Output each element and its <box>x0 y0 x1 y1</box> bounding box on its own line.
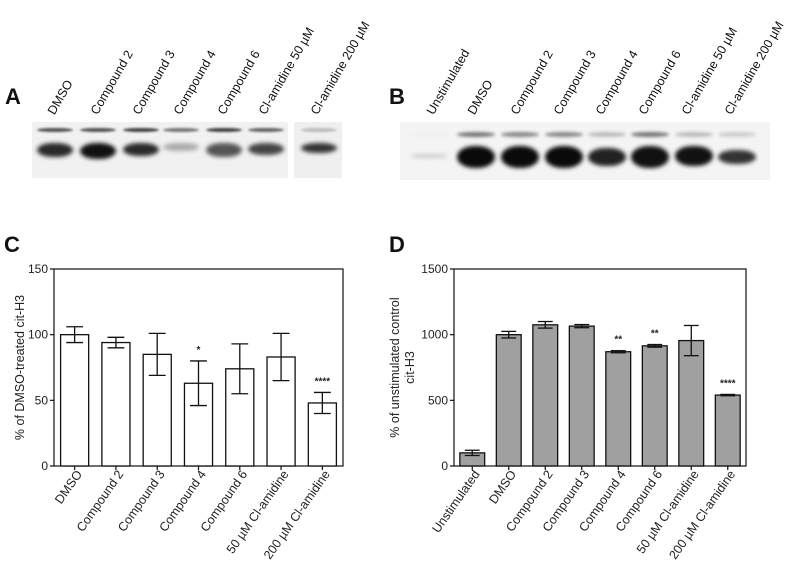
y-tick-label: 150 <box>28 262 48 276</box>
blot-band <box>631 146 669 168</box>
panel-d-letter: D <box>389 232 405 257</box>
significance-marker: **** <box>720 378 736 389</box>
y-tick-label: 0 <box>441 459 448 473</box>
blot-band <box>718 150 756 164</box>
panel-b-letter: B <box>389 84 405 109</box>
significance-marker: **** <box>315 376 331 387</box>
blot-band <box>206 143 242 157</box>
blot-band <box>163 143 199 151</box>
blot-band <box>301 143 337 153</box>
blot-band <box>301 128 337 132</box>
blot-band <box>588 148 626 166</box>
plot-frame <box>453 268 747 467</box>
blot-band <box>457 146 495 168</box>
y-tick-label: 0 <box>41 459 48 473</box>
blot-band <box>163 128 199 132</box>
blot-band <box>410 132 448 137</box>
y-axis-label: % of unstimulated control <box>388 297 402 437</box>
blot-band <box>588 132 626 137</box>
significance-marker: ** <box>651 329 659 340</box>
blot-band <box>457 132 495 137</box>
bar <box>641 345 668 467</box>
bar <box>714 394 741 467</box>
y-axis-label: % of DMSO-treated cit-H3 <box>13 295 27 440</box>
blot-band <box>718 132 756 137</box>
blot-band <box>675 132 713 137</box>
bar <box>568 325 595 467</box>
x-tick-label: DMSO <box>486 467 519 506</box>
panel-c-letter: C <box>4 232 20 257</box>
panel-a-western-blot <box>32 122 288 178</box>
y-tick-label: 500 <box>428 393 448 407</box>
y-tick-label: 1000 <box>421 328 448 342</box>
bar <box>605 351 632 467</box>
blot-band <box>37 128 73 132</box>
blot-band <box>631 132 669 137</box>
bar <box>532 324 559 467</box>
blot-band <box>206 128 242 132</box>
blot-band <box>501 146 539 168</box>
blot-band <box>410 154 448 158</box>
x-tick-label: Unstimulated <box>429 468 482 536</box>
blot-band <box>123 143 159 156</box>
blot-band <box>80 143 116 159</box>
blot-band <box>80 128 116 132</box>
blot-band <box>501 132 539 137</box>
bar <box>101 341 131 467</box>
panel-a-letter: A <box>5 84 21 109</box>
bar <box>678 339 705 467</box>
significance-marker: * <box>197 345 201 356</box>
x-tick-label: 200 µM Cl-amidine <box>666 468 738 562</box>
significance-marker: ** <box>614 335 622 346</box>
blot-band <box>37 143 73 157</box>
blot-band <box>123 128 159 132</box>
bar <box>495 334 522 467</box>
y-axis-label: cit-H3 <box>403 351 417 384</box>
blot-band <box>545 132 583 137</box>
blot-band <box>248 128 284 132</box>
blot-band <box>675 146 713 166</box>
blot-band <box>545 146 583 168</box>
y-tick-label: 100 <box>28 328 48 342</box>
blot-band <box>248 143 284 155</box>
y-tick-label: 50 <box>35 393 49 407</box>
y-tick-label: 1500 <box>421 262 448 276</box>
